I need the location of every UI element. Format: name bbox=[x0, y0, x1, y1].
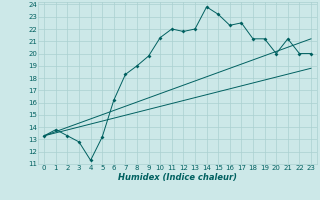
X-axis label: Humidex (Indice chaleur): Humidex (Indice chaleur) bbox=[118, 173, 237, 182]
